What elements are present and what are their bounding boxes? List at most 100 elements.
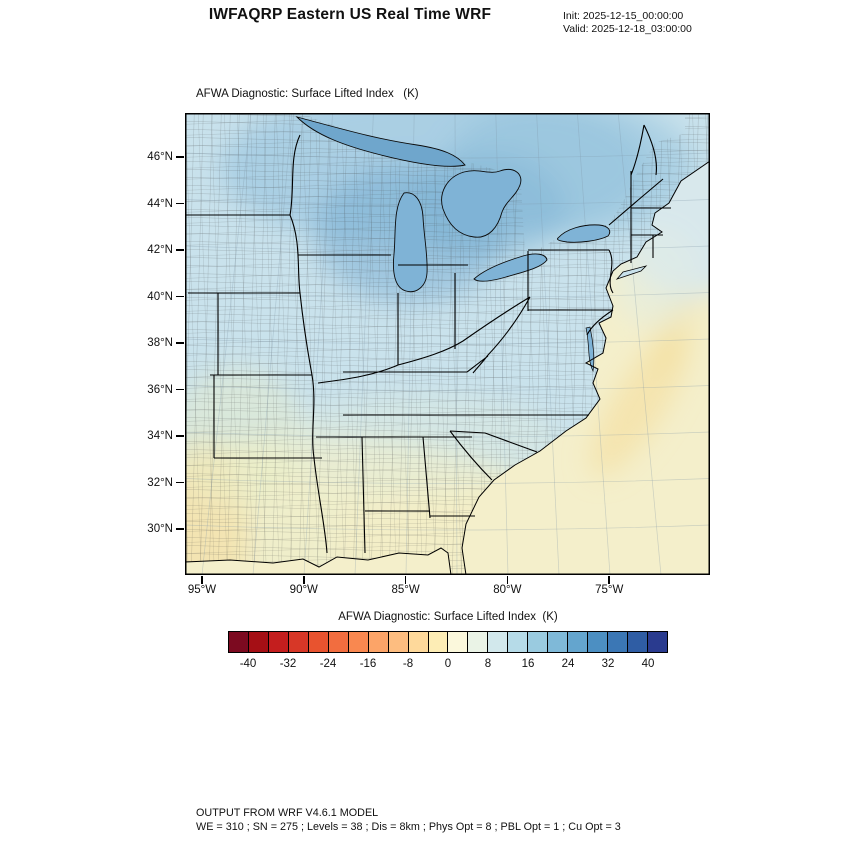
- colorbar-segment: [267, 632, 288, 652]
- lat-tick-label: 30°N: [147, 523, 173, 535]
- colorbar-tick-label: 0: [444, 658, 452, 670]
- colorbar: [228, 631, 668, 653]
- colorbar-tick-label: -24: [319, 658, 337, 670]
- lon-tick-mark: [608, 576, 610, 584]
- colorbar-segment: [567, 632, 588, 652]
- map-border: [185, 113, 710, 575]
- lat-tick-label: 46°N: [147, 151, 173, 163]
- map-frame: [185, 113, 710, 575]
- lat-tick-mark: [176, 435, 184, 437]
- colorbar-segment: [607, 632, 628, 652]
- lake-ontario: [557, 224, 611, 243]
- colorbar-segment: [287, 632, 308, 652]
- colorbar-tick-label: 8: [484, 658, 492, 670]
- colorbar-segment: [487, 632, 508, 652]
- lat-tick-mark: [176, 388, 184, 391]
- lon-tick-label: 85°W: [391, 584, 420, 596]
- colorbar-segment: [387, 632, 408, 652]
- colorbar-segment: [367, 632, 388, 652]
- colorbar-tick-label: -40: [239, 658, 257, 670]
- colorbar-segment: [447, 632, 468, 652]
- gulf-of-mexico: [185, 548, 451, 575]
- colorbar-tick-label: 16: [521, 658, 535, 670]
- footer-line2: WE = 310 ; SN = 275 ; Levels = 38 ; Dis …: [196, 821, 621, 833]
- lat-tick-mark: [176, 342, 184, 344]
- lon-tick-label: 75°W: [595, 584, 624, 596]
- lat-tick-label: 32°N: [147, 476, 173, 489]
- lon-tick-mark: [404, 576, 407, 584]
- footer: OUTPUT FROM WRF V4.6.1 MODEL WE = 310 ; …: [196, 806, 621, 834]
- lat-tick-label: 36°N: [147, 383, 173, 396]
- graticule-meridian: [303, 113, 333, 575]
- graticule-parallel: [185, 524, 710, 531]
- lake-erie: [473, 253, 548, 282]
- page-title: IWFAQRP Eastern US Real Time WRF: [208, 6, 492, 23]
- footer-line1: OUTPUT FROM WRF V4.6.1 MODEL: [196, 807, 379, 819]
- colorbar-segment: [647, 632, 667, 652]
- colorbar-tick-label: -16: [359, 658, 377, 670]
- graticule-meridian: [252, 113, 293, 575]
- coastline: [185, 160, 710, 575]
- graticule-meridian: [577, 113, 611, 575]
- colorbar-tick-label: 40: [641, 658, 655, 670]
- lat-tick-label: 42°N: [147, 244, 173, 256]
- colorbar-segment: [347, 632, 368, 652]
- colorbar-segment: [229, 632, 248, 652]
- colorbar-tick-label: -32: [279, 658, 297, 670]
- lat-tick-mark: [176, 202, 184, 205]
- graticule-parallel: [185, 338, 710, 345]
- graticule-parallel: [185, 478, 710, 484]
- map-plot: [185, 113, 710, 575]
- lat-tick-mark: [176, 528, 184, 530]
- colorbar-segment: [407, 632, 428, 652]
- lat-tick-mark: [176, 295, 184, 298]
- graticule-meridian: [617, 113, 662, 575]
- colorbar-segment: [527, 632, 548, 652]
- graticule-meridian: [201, 113, 252, 575]
- lon-tick-label: 90°W: [289, 584, 318, 596]
- lake-superior: [295, 116, 466, 167]
- colorbar-segment: [627, 632, 648, 652]
- state-boundaries: [185, 124, 671, 554]
- gulf-coastline: [185, 547, 452, 575]
- graticule-parallel: [185, 385, 710, 391]
- graticule-meridian: [354, 113, 374, 575]
- colorbar-segment: [427, 632, 448, 652]
- valid-label: Valid: 2025-12-18_03:00:00: [563, 23, 692, 35]
- colorbar-segment: [247, 632, 268, 652]
- lon-tick-label: 95°W: [187, 584, 217, 596]
- colorbar-segment: [307, 632, 328, 652]
- lat-tick-mark: [176, 481, 184, 484]
- lon-tick-mark: [303, 576, 305, 584]
- great-lakes: [295, 116, 611, 373]
- colorbar-tick-label: 24: [561, 658, 575, 670]
- map-subtitle: AFWA Diagnostic: Surface Lifted Index (K…: [196, 88, 419, 100]
- graticule-meridian: [536, 113, 560, 575]
- lat-tick-label: 38°N: [147, 337, 173, 349]
- lat-tick-label: 44°N: [147, 197, 173, 210]
- lon-tick-label: 80°W: [493, 584, 522, 596]
- lat-tick-label: 40°N: [147, 290, 173, 303]
- lon-tick-mark: [201, 576, 203, 584]
- colorbar-segment: [507, 632, 528, 652]
- long-island: [615, 265, 648, 280]
- init-label: Init: 2025-12-15_00:00:00: [563, 10, 684, 22]
- graticule-parallel: [185, 245, 710, 252]
- graticule-parallel: [185, 292, 710, 298]
- colorbar-tick-label: -8: [402, 658, 414, 670]
- colorbar-segment: [587, 632, 608, 652]
- lon-tick-mark: [506, 576, 509, 584]
- colorbar-segment: [547, 632, 568, 652]
- lake-michigan: [393, 192, 428, 293]
- graticule: [185, 113, 710, 575]
- graticule-meridian: [405, 113, 415, 575]
- colorbar-tick-label: 32: [601, 658, 615, 670]
- lat-tick-label: 34°N: [147, 430, 173, 442]
- colorbar-segment: [327, 632, 348, 652]
- lat-tick-mark: [176, 249, 184, 251]
- lat-tick-mark: [176, 156, 184, 158]
- atlantic-coastline: [461, 160, 710, 575]
- lake-huron: [441, 169, 522, 238]
- run-info: Init: 2025-12-15_00:00:00 Valid: 2025-12…: [563, 10, 692, 36]
